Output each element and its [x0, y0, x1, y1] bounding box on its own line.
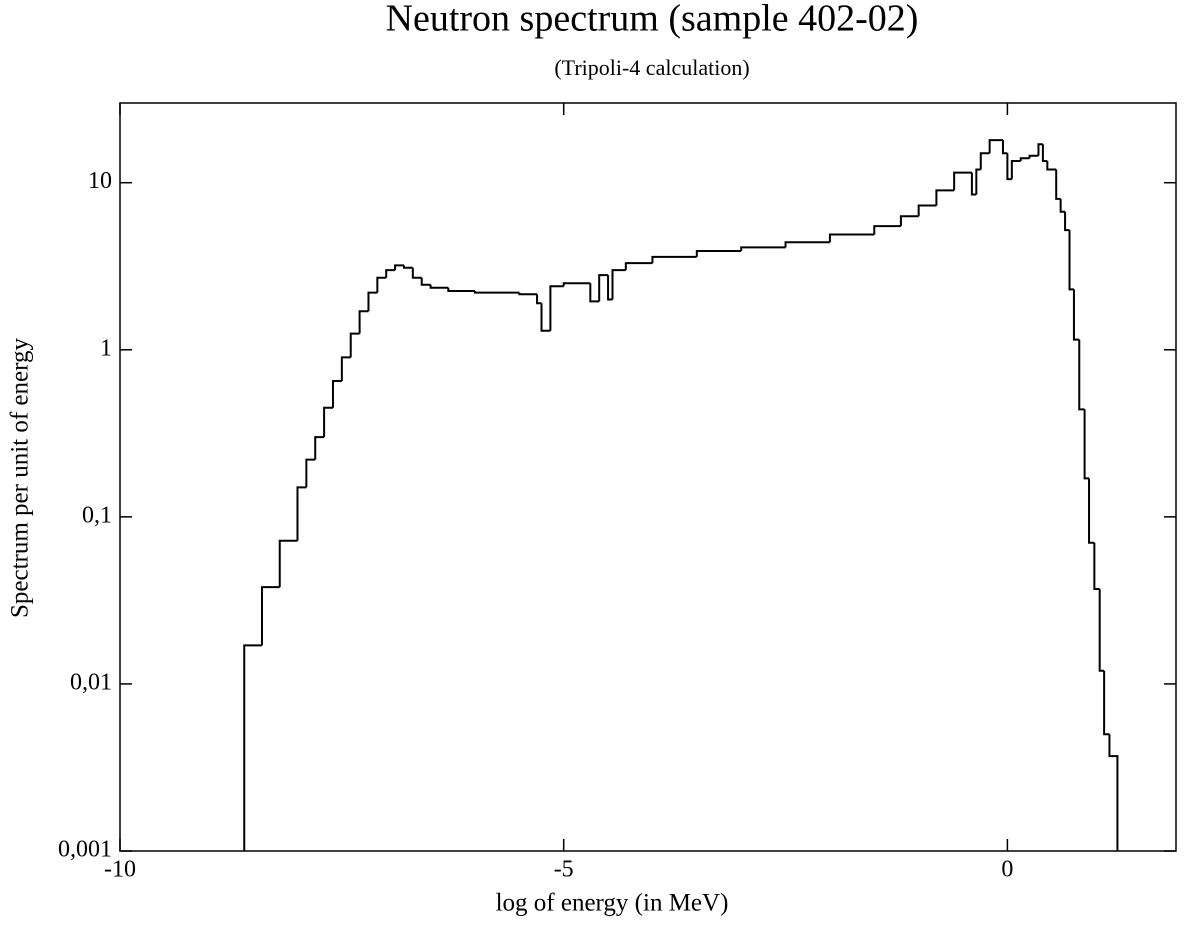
histogram-step	[1088, 478, 1095, 544]
histogram-step	[695, 250, 742, 257]
histogram-step	[331, 380, 342, 408]
histogram-step	[447, 287, 475, 292]
histogram-step	[376, 276, 387, 293]
histogram-step	[278, 539, 298, 588]
histogram-step	[873, 225, 901, 235]
histogram-step	[314, 436, 325, 460]
histogram-step	[1010, 159, 1021, 180]
histogram-step	[1055, 169, 1061, 200]
histogram-step	[394, 264, 404, 271]
histogram-step	[1108, 734, 1119, 851]
histogram-step	[358, 310, 369, 334]
histogram-step	[402, 265, 413, 269]
histogram-step	[988, 139, 1003, 154]
histogram-step	[305, 458, 316, 488]
histogram-step	[828, 233, 875, 243]
histogram-step	[260, 586, 280, 646]
histogram-step	[917, 204, 937, 217]
y-tick-label: 0,01	[70, 669, 112, 695]
histogram-step	[420, 277, 431, 286]
histogram-step	[1093, 542, 1100, 590]
histogram-step	[1037, 143, 1043, 156]
histogram-step	[1019, 157, 1030, 161]
plot-frame	[119, 102, 1177, 852]
x-tick-label: -5	[554, 857, 574, 883]
y-tick-label: 10	[88, 168, 112, 194]
histogram-step	[429, 284, 449, 289]
histogram-step	[349, 332, 360, 358]
histogram-step	[385, 269, 396, 278]
histogram-step	[1041, 144, 1048, 162]
histogram-step	[1103, 670, 1110, 736]
histogram-step	[740, 246, 786, 252]
histogram-step	[1059, 198, 1066, 213]
histogram-step	[611, 269, 626, 300]
histogram-step	[975, 168, 981, 195]
histogram-step	[296, 486, 307, 541]
histogram-step	[979, 152, 990, 170]
x-axis-label: log of energy (in MeV)	[496, 890, 729, 917]
histogram-step	[953, 171, 972, 191]
histogram-step	[562, 282, 591, 287]
histogram-step	[473, 290, 520, 294]
chart-subtitle: (Tripoli-4 calculation)	[554, 55, 749, 80]
histogram-step	[589, 283, 600, 303]
histogram-step	[411, 267, 422, 279]
x-tick-label: 0	[1001, 857, 1013, 883]
chart-title: Neutron spectrum (sample 402-02)	[386, 0, 919, 40]
histogram-step	[1001, 140, 1008, 155]
y-tick-label: 0,001	[58, 837, 112, 863]
histogram-step	[651, 255, 697, 264]
histogram-step	[607, 275, 613, 301]
histogram-step	[970, 172, 977, 196]
histogram-step	[1083, 409, 1090, 480]
histogram-step	[624, 262, 653, 271]
y-tick-label: 1	[100, 335, 112, 361]
histogram-step	[1098, 588, 1105, 672]
histogram-step	[1006, 153, 1012, 181]
histogram-step	[549, 285, 564, 331]
histogram-step	[1068, 230, 1074, 291]
histogram-step	[598, 274, 609, 302]
histogram-step	[935, 189, 955, 206]
histogram-step	[243, 644, 262, 851]
histogram-step	[1046, 160, 1057, 171]
histogram-step	[518, 292, 538, 296]
histogram-step	[784, 241, 830, 248]
histogram-step	[323, 406, 333, 438]
histogram-step	[1028, 154, 1039, 159]
histogram-step	[536, 294, 542, 305]
histogram-step	[1072, 289, 1080, 341]
y-tick-label: 0,1	[82, 502, 112, 528]
histogram-step	[1078, 339, 1085, 411]
x-tick-label: -10	[104, 857, 136, 883]
histogram-step	[899, 215, 919, 227]
histogram-step	[340, 356, 351, 382]
y-axis-label: Spectrum per unit of energy	[7, 337, 34, 618]
histogram-step	[540, 303, 551, 332]
histogram-step	[367, 291, 378, 312]
histogram-step	[1064, 211, 1070, 232]
